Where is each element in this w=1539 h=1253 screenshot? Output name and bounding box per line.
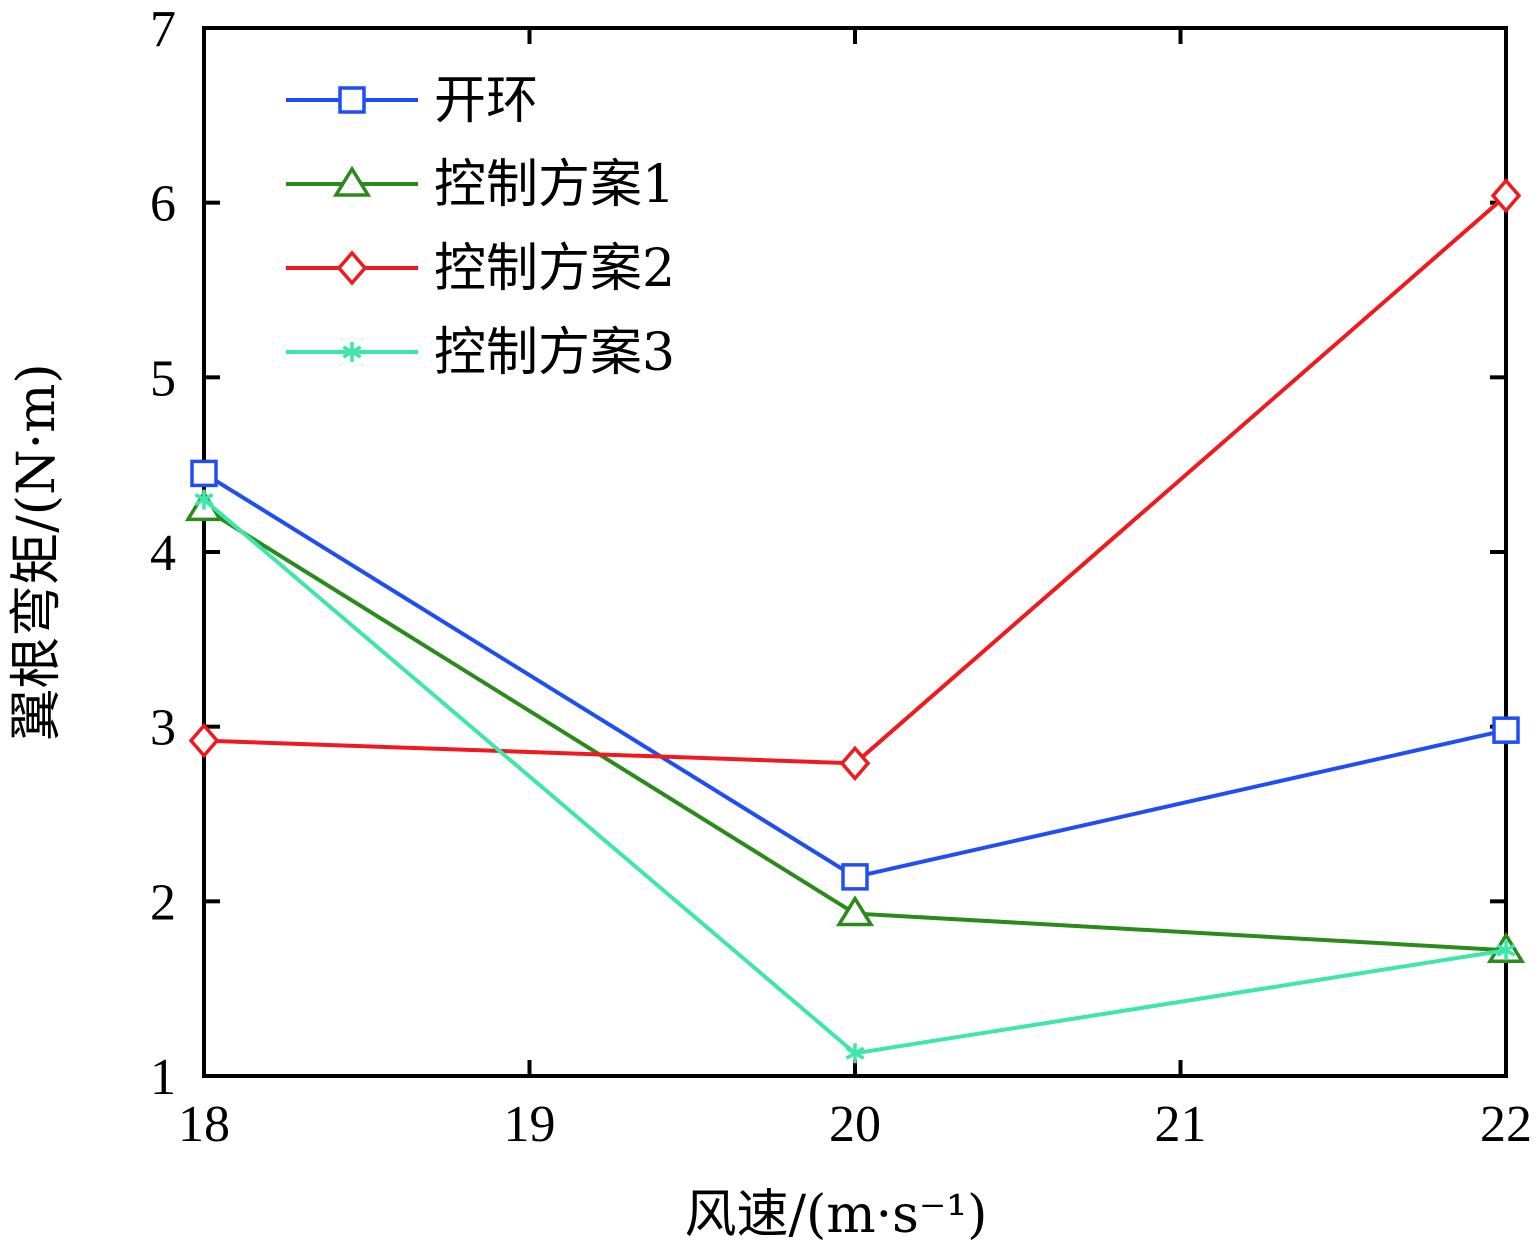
series-line — [203, 194, 1508, 766]
y-axis-title: 翼根弯矩/(N·m) — [7, 363, 67, 740]
series-diamond — [188, 178, 1522, 782]
triangle-marker — [332, 165, 372, 197]
y-tick-label: 4 — [150, 525, 176, 582]
legend-label: 控制方案2 — [434, 239, 675, 299]
asterisk-marker — [342, 342, 362, 362]
diamond-marker — [839, 745, 871, 782]
asterisk-marker — [845, 1043, 865, 1064]
series-asterisk — [194, 489, 1516, 1064]
x-tick-label: 22 — [1480, 1096, 1532, 1153]
asterisk-stroke — [342, 345, 362, 359]
x-tick-label: 20 — [829, 1096, 881, 1153]
x-axis-title: 风速/(m·s⁻¹) — [685, 1185, 988, 1245]
square-marker — [1492, 716, 1520, 744]
legend-label: 控制方案1 — [434, 155, 675, 215]
diamond-marker — [1490, 178, 1522, 214]
legend-entry: 控制方案2 — [286, 239, 675, 299]
triangle-marker — [835, 895, 875, 927]
asterisk-stroke — [1496, 943, 1516, 957]
asterisk-stroke — [194, 493, 214, 507]
x-tick-label: 18 — [178, 1096, 230, 1153]
legend-entry: 控制方案3 — [286, 323, 675, 383]
series-line — [202, 471, 1507, 880]
series-triangle — [184, 489, 1526, 963]
series-square — [190, 459, 1520, 891]
legend-entry: 控制方案1 — [286, 155, 675, 215]
legend-entry: 开环 — [286, 71, 538, 131]
y-tick-label: 2 — [150, 874, 176, 931]
asterisk-marker — [1496, 940, 1516, 961]
series-layer — [184, 178, 1526, 1064]
diamond-marker — [188, 722, 220, 759]
y-tick-label: 7 — [150, 1, 176, 58]
y-tick-label: 3 — [150, 700, 176, 757]
diamond-marker — [336, 250, 368, 286]
legend-label: 控制方案3 — [434, 323, 675, 383]
asterisk-stroke — [845, 1046, 865, 1060]
y-tick-label: 6 — [150, 176, 176, 233]
square-marker — [338, 86, 366, 114]
x-tick-label: 19 — [504, 1096, 556, 1153]
asterisk-marker — [194, 489, 214, 510]
y-tick-label: 1 — [150, 1049, 176, 1106]
axis-ticks: 18 19 20 21 22 1 2 3 4 5 6 7 — [150, 1, 1532, 1153]
x-tick-label: 21 — [1155, 1096, 1207, 1153]
legend-label: 开环 — [434, 71, 538, 131]
y-tick-label: 5 — [150, 350, 176, 407]
square-marker — [841, 863, 869, 891]
square-marker — [190, 459, 218, 488]
